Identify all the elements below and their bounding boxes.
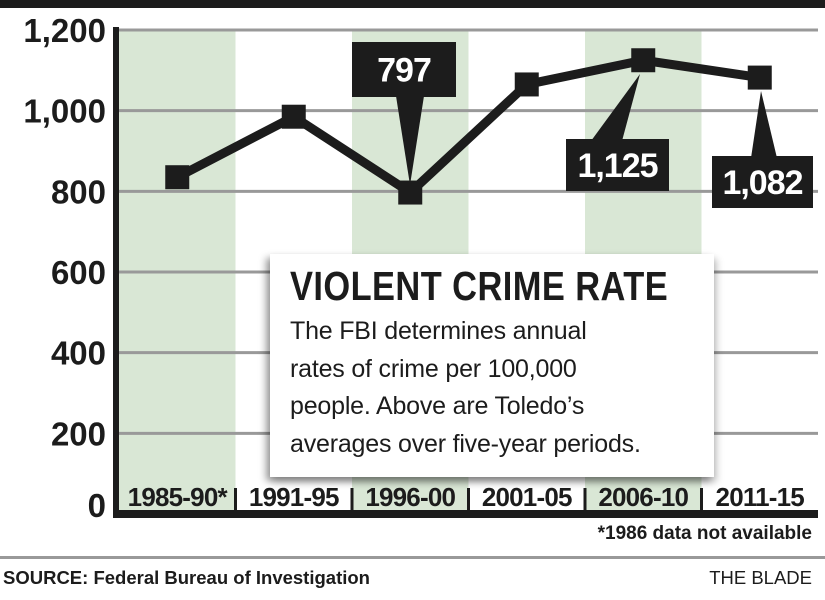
chart-title: VIOLENT CRIME RATE [290,263,669,309]
callout-pointer [591,74,640,141]
callout-box [712,156,813,208]
axes [113,27,818,518]
x-axis-labels: 1985-90* 1991-95 1996-00 2001-05 2006-10 2011… [128,482,805,512]
data-footnote: *1986 data not available [597,523,812,544]
x-axis-ticks [234,488,703,510]
svg-text:2011-15: 2011-15 [716,482,805,512]
callout-value: 1,125 [577,147,657,185]
svg-text:1996-00: 1996-00 [365,482,455,512]
svg-text:2006-10: 2006-10 [598,482,688,512]
publisher-credit: THE BLADE [709,567,812,588]
svg-text:2001-05: 2001-05 [482,482,572,512]
svg-text:1,200: 1,200 [23,12,106,49]
callout-value: 1,082 [722,164,802,202]
svg-text:0: 0 [88,487,106,524]
svg-text:800: 800 [51,173,106,210]
chart-description: The FBI determines annual rates of crime… [290,317,641,458]
value-callouts: 797 1,125 1,082 [352,42,813,208]
top-border-bar [0,0,825,8]
data-point-markers [165,48,772,205]
svg-text:200: 200 [51,415,106,452]
svg-text:1985-90*: 1985-90* [128,482,229,512]
crime-rate-line [175,55,761,199]
source-credit: SOURCE: Federal Bureau of Investigation [3,567,370,588]
callout-pointer [751,91,777,158]
svg-text:1991-95: 1991-95 [249,482,339,512]
y-axis-labels: 0 200 400 600 800 1,000 1,200 [23,12,106,524]
callout-box [566,139,669,191]
callout-box [352,42,456,97]
svg-text:600: 600 [51,254,106,291]
chart-info-box: VIOLENT CRIME RATE The FBI determines an… [270,254,714,477]
svg-text:400: 400 [51,335,106,372]
callout-pointer [396,96,424,185]
callout-value: 797 [377,52,431,90]
svg-text:1,000: 1,000 [23,93,106,130]
footer-divider [0,556,825,559]
